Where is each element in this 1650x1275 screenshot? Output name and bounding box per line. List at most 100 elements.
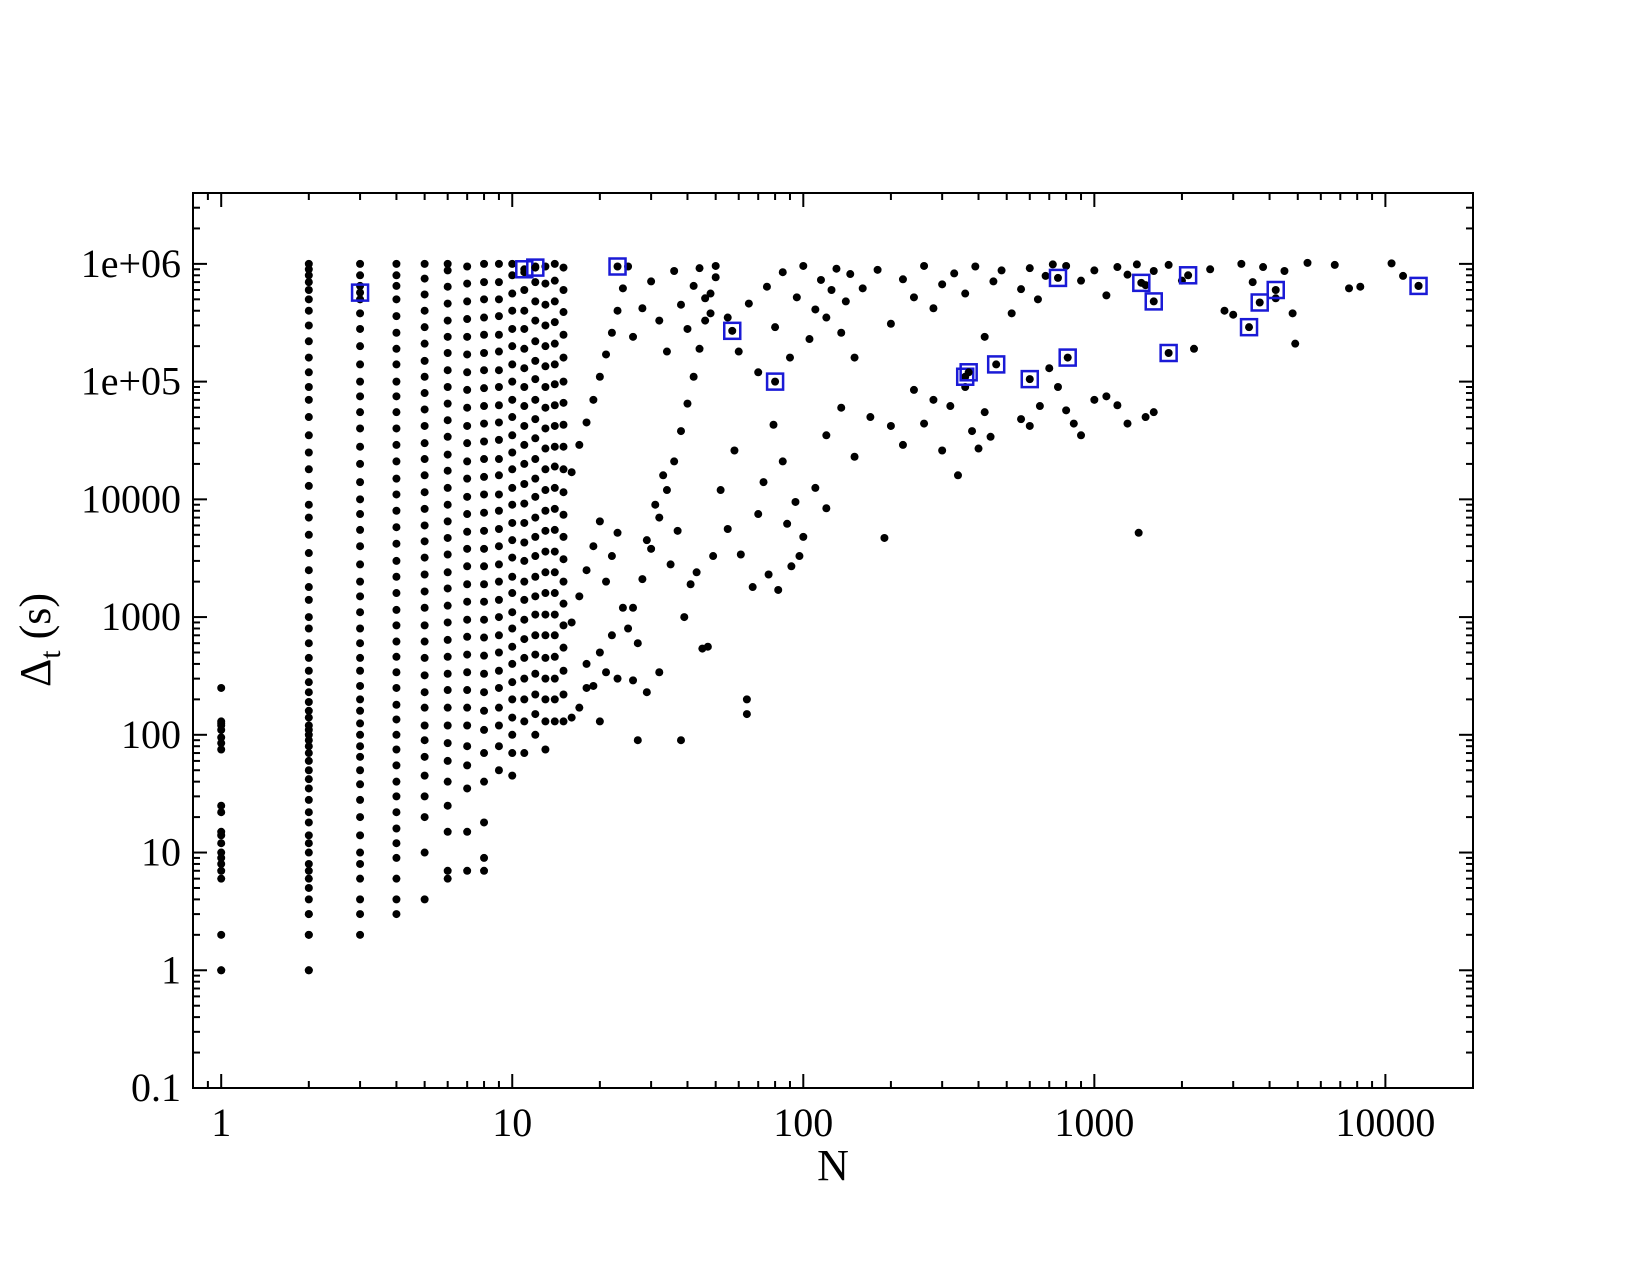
data-point (356, 874, 365, 883)
data-point (494, 278, 503, 287)
data-point (304, 784, 313, 793)
data-point (480, 669, 489, 678)
x-tick-label: 10000 (1335, 1100, 1435, 1145)
data-point (822, 313, 831, 322)
data-point (304, 910, 313, 919)
data-point (304, 966, 313, 975)
data-point (420, 721, 429, 730)
data-point (494, 471, 503, 480)
data-point (520, 749, 529, 758)
data-point (463, 562, 472, 571)
data-point (443, 432, 452, 441)
data-point (304, 321, 313, 330)
data-point (494, 560, 503, 569)
data-point (550, 462, 559, 471)
data-point (980, 408, 989, 417)
data-point (356, 495, 365, 504)
highlight-point-center (1271, 285, 1280, 294)
data-point (304, 530, 313, 539)
data-point (480, 330, 489, 339)
data-point (443, 550, 452, 559)
data-point (217, 745, 226, 754)
data-point (356, 930, 365, 939)
data-point (866, 413, 875, 422)
data-point (420, 771, 429, 780)
data-point (480, 508, 489, 517)
data-point (659, 471, 668, 480)
data-point (304, 306, 313, 315)
data-point (508, 465, 517, 474)
data-point (356, 639, 365, 648)
data-point (356, 848, 365, 857)
data-point (1045, 364, 1054, 373)
data-point (898, 275, 907, 284)
data-point (582, 659, 591, 668)
data-point (541, 653, 550, 662)
data-point (531, 650, 540, 659)
data-point (356, 780, 365, 789)
data-point (392, 271, 401, 280)
data-point (662, 486, 671, 495)
data-point (420, 688, 429, 697)
data-point (873, 265, 882, 274)
data-point (443, 382, 452, 391)
data-point (1035, 402, 1044, 411)
data-point (1102, 291, 1111, 300)
highlight-point-center (992, 360, 1001, 369)
data-point (420, 813, 429, 822)
data-point (420, 290, 429, 299)
data-point (508, 324, 517, 333)
data-point (1134, 528, 1143, 537)
data-point (744, 299, 753, 308)
data-point (392, 621, 401, 630)
data-point (1303, 258, 1312, 267)
data-point (392, 295, 401, 304)
data-point (909, 293, 918, 302)
data-point (1399, 271, 1408, 280)
data-point (494, 330, 503, 339)
data-point (520, 382, 529, 391)
highlight-square (1144, 292, 1163, 311)
data-point (443, 299, 452, 308)
data-point (520, 402, 529, 411)
data-point (443, 266, 452, 275)
data-point (762, 282, 771, 291)
data-point (791, 497, 800, 506)
data-point (550, 631, 559, 640)
data-point (531, 669, 540, 678)
data-point (541, 279, 550, 288)
data-point (550, 276, 559, 285)
data-point (508, 377, 517, 386)
data-point (595, 717, 604, 726)
data-point (550, 442, 559, 451)
data-point (1062, 406, 1071, 415)
data-point (463, 761, 472, 770)
data-point (1062, 261, 1071, 270)
y-axis-label-subscript: t (34, 650, 67, 659)
highlight-square (959, 363, 978, 382)
data-point (520, 440, 529, 449)
data-point (463, 315, 472, 324)
data-point (494, 524, 503, 533)
data-point (420, 792, 429, 801)
data-point (480, 562, 489, 571)
data-point (304, 688, 313, 697)
data-point (356, 859, 365, 868)
data-point (541, 506, 550, 515)
data-point (520, 653, 529, 662)
data-point (443, 316, 452, 325)
data-point (787, 562, 796, 571)
data-point (494, 648, 503, 657)
data-point (463, 668, 472, 677)
data-point (443, 500, 452, 509)
highlight-square (1239, 317, 1259, 337)
highlight-point-center (613, 262, 622, 271)
data-point (420, 570, 429, 579)
data-point (613, 528, 622, 537)
data-point (508, 695, 517, 704)
data-point (304, 465, 313, 474)
data-point (304, 337, 313, 346)
data-point (613, 306, 622, 315)
data-point (508, 730, 517, 739)
data-point (304, 866, 313, 875)
